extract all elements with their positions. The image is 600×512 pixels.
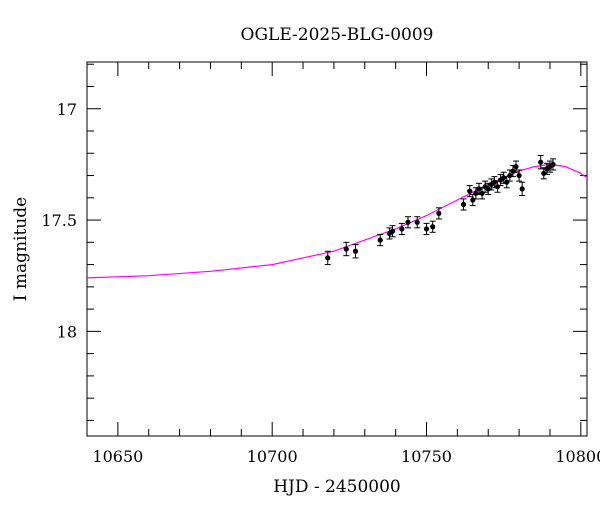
x-tick-labels: 10650 10700 10750 10800 [92,447,600,466]
data-marker [399,226,405,232]
data-points-layer [324,155,557,266]
data-marker [519,186,525,192]
y-tick-labels: 17 17.5 18 [41,100,77,342]
data-point [429,220,436,233]
data-point [466,185,473,198]
data-point [352,244,359,259]
data-marker [476,186,482,192]
axis-ticks [87,62,587,436]
data-marker [494,184,501,190]
data-marker [436,210,442,216]
data-marker [550,161,556,168]
data-marker [501,175,507,181]
data-point [398,222,405,236]
data-marker [377,237,383,243]
data-marker [538,159,544,165]
data-marker [467,188,473,194]
data-marker [504,179,510,185]
data-marker [541,170,547,176]
x-tick-label: 10700 [247,447,298,466]
data-point [550,158,557,171]
x-axis-label: HJD - 2450000 [273,477,401,497]
data-point [516,169,523,182]
y-axis-label: I magnitude [11,197,31,301]
y-tick-label: 18 [57,322,77,341]
data-point [414,216,421,229]
data-marker [343,246,349,252]
data-point [389,225,396,238]
data-point [513,160,520,173]
data-marker [491,179,498,185]
data-point [460,198,467,211]
data-marker [405,219,411,225]
data-marker [479,190,485,196]
data-marker [473,190,479,196]
data-marker [430,224,436,230]
data-marker [460,201,467,208]
data-marker [507,172,513,179]
y-tick-label: 17 [57,100,77,119]
data-marker [352,248,359,254]
plot-frame [86,61,588,437]
data-marker [325,255,331,261]
data-marker [470,197,476,203]
data-marker [414,219,420,225]
data-point [343,241,350,257]
data-point [377,234,384,247]
y-tick-label: 17.5 [41,211,77,230]
data-point [324,250,331,266]
data-point [519,181,526,197]
data-point [537,155,544,170]
data-marker [516,172,522,179]
x-tick-label: 10800 [555,447,600,466]
chart-title: OGLE-2025-BLG-0009 [241,25,434,45]
data-point [404,216,411,229]
data-point [386,227,393,240]
data-marker [513,164,519,170]
x-tick-label: 10650 [92,447,143,466]
data-point [469,193,476,207]
data-marker [485,186,491,192]
x-tick-label: 10750 [401,447,452,466]
data-point [423,222,430,236]
data-marker [389,228,396,234]
data-point [435,207,442,220]
data-marker [510,168,516,174]
data-marker [423,226,430,232]
